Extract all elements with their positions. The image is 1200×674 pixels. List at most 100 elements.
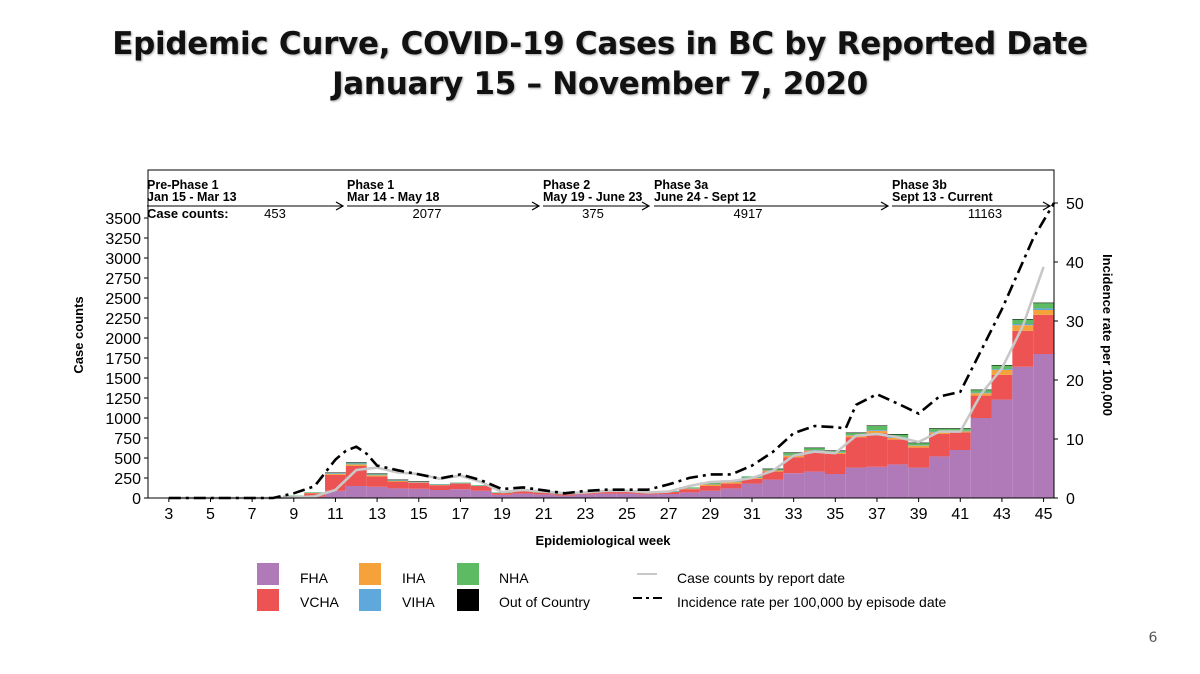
phase-case-count: 375: [582, 206, 604, 221]
bar-iha-week-10: [304, 492, 326, 494]
bar-out-of-country-week-15: [408, 481, 430, 482]
bar-out-of-country-week-40: [929, 428, 950, 429]
bar-vcha-week-43: [991, 374, 1013, 400]
bar-vcha-week-31: [741, 478, 763, 484]
bar-nha-week-28: [679, 487, 700, 489]
bar-iha-week-15: [408, 482, 430, 483]
bar-fha-week-43: [991, 399, 1013, 498]
bar-nha-week-13: [366, 473, 388, 475]
bar-vcha-week-28: [679, 489, 700, 493]
bar-vcha-week-40: [929, 434, 950, 457]
phase-dates: Mar 14 - May 18: [347, 190, 439, 204]
bar-vcha-week-14: [387, 481, 409, 489]
phase-case-count: 4917: [734, 206, 763, 221]
bar-fha-week-23: [574, 494, 596, 498]
bar-fha-week-14: [387, 488, 409, 498]
bar-fha-week-27: [658, 494, 680, 498]
bar-nha-week-36: [845, 432, 867, 436]
bar-viha-week-39: [908, 445, 930, 446]
bar-iha-week-40: [929, 432, 950, 434]
y-tick-label: 2000: [105, 331, 141, 348]
phase-dates: Jan 15 - Mar 13: [147, 190, 237, 204]
phase-name: Phase 1: [347, 178, 394, 192]
x-tick-label: 43: [993, 506, 1011, 523]
bar-fha-week-33: [783, 473, 805, 498]
x-tick-label: 25: [618, 506, 636, 523]
x-tick-label: 39: [910, 506, 928, 523]
phase-name: Phase 3b: [892, 178, 947, 192]
bar-vcha-week-36: [845, 437, 867, 468]
phase-dates: June 24 - Sept 12: [654, 190, 756, 204]
x-axis-title: Epidemiological week: [535, 533, 671, 548]
bar-vcha-week-20: [512, 491, 534, 494]
bar-iha-week-45: [1033, 310, 1054, 315]
bar-nha-week-44: [1012, 319, 1034, 324]
phase-case-count: 2077: [413, 206, 442, 221]
x-tick-label: 19: [493, 506, 511, 523]
x-tick-label: 45: [1035, 506, 1053, 523]
bar-nha-week-18: [470, 485, 492, 486]
bar-fha-week-42: [970, 418, 992, 498]
legend-label: NHA: [499, 570, 529, 586]
bar-out-of-country-week-34: [804, 447, 825, 449]
bar-fha-week-29: [699, 490, 721, 498]
legend-label: VCHA: [300, 594, 340, 610]
y-tick-label: 2750: [105, 271, 141, 288]
bar-iha-week-11: [325, 473, 346, 475]
bar-fha-week-41: [949, 450, 971, 498]
y-tick-label: 750: [114, 431, 141, 448]
x-tick-label: 27: [660, 506, 678, 523]
y-axis-title: Case counts: [71, 296, 86, 373]
bar-nha-week-12: [345, 462, 367, 464]
x-tick-label: 21: [535, 506, 553, 523]
bar-iha-week-37: [866, 430, 888, 434]
bar-fha-week-22: [554, 495, 575, 498]
y2-tick-label: 40: [1066, 255, 1084, 272]
bar-fha-week-15: [408, 488, 430, 498]
bar-nha-week-39: [908, 442, 930, 446]
bar-vcha-week-41: [949, 432, 971, 450]
bar-vcha-week-17: [450, 483, 471, 490]
legend-label: IHA: [402, 570, 426, 586]
bar-viha-week-11: [325, 473, 346, 474]
x-tick-label: 41: [951, 506, 969, 523]
bar-viha-week-15: [408, 481, 430, 483]
bar-out-of-country-week-45: [1033, 302, 1054, 304]
y-tick-label: 3000: [105, 251, 141, 268]
y-tick-label: 3250: [105, 231, 141, 248]
bar-viha-week-29: [699, 484, 721, 485]
bar-vcha-week-32: [762, 471, 784, 480]
bar-nha-week-33: [783, 452, 805, 456]
bar-fha-week-25: [616, 493, 638, 498]
y-tick-label: 1750: [105, 351, 141, 368]
bar-vcha-week-18: [470, 486, 492, 491]
bar-nha-week-37: [866, 425, 888, 430]
bar-iha-week-43: [991, 370, 1013, 375]
bar-iha-week-14: [387, 480, 409, 482]
bar-fha-week-21: [533, 494, 555, 498]
bar-vcha-week-34: [804, 451, 825, 472]
bar-vcha-week-29: [699, 486, 721, 491]
bar-iha-week-28: [679, 488, 700, 490]
bar-vcha-week-13: [366, 476, 388, 487]
y-tick-label: 3500: [105, 211, 141, 228]
bar-viha-week-16: [429, 484, 450, 485]
bar-nha-week-17: [450, 482, 471, 484]
y-tick-label: 2250: [105, 311, 141, 328]
bar-iha-week-29: [699, 484, 721, 486]
legend-swatch-fha: [257, 563, 279, 585]
incidence-rate-line: [168, 202, 1056, 500]
bar-iha-week-39: [908, 445, 930, 448]
bar-vcha-week-27: [658, 492, 680, 494]
bar-vcha-week-12: [345, 466, 367, 486]
bar-viha-week-12: [345, 463, 367, 465]
legend-swatch-nha: [457, 563, 479, 585]
phase-name: Phase 2: [543, 178, 590, 192]
bar-fha-week-39: [908, 467, 930, 498]
y2-tick-label: 0: [1066, 491, 1075, 508]
bar-viha-week-17: [450, 482, 471, 484]
bar-viha-week-45: [1033, 308, 1054, 310]
phase-arrow-head: [1042, 201, 1052, 211]
bar-vcha-week-22: [554, 494, 575, 496]
bar-out-of-country-week-13: [366, 473, 388, 475]
